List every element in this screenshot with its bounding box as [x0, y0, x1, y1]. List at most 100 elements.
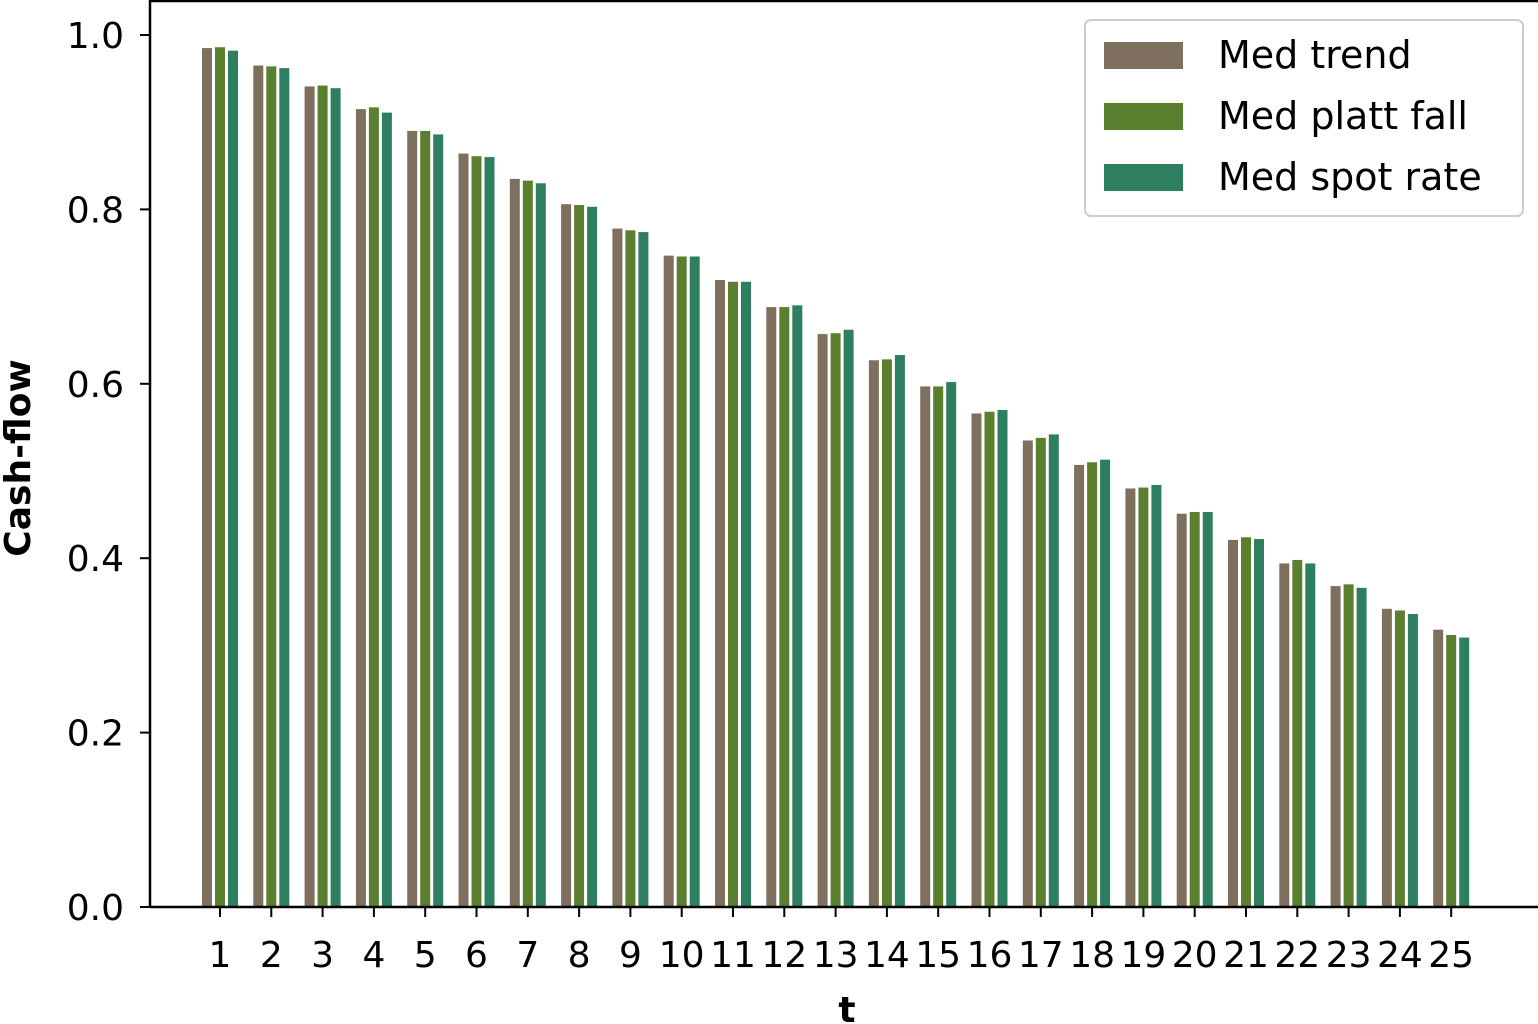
- bar-med-trend-t7: [509, 178, 520, 907]
- bar-med-spot-rate-t4: [381, 112, 392, 908]
- bar-med-trend-t1: [202, 48, 212, 907]
- bar-med-trend-t4: [355, 109, 366, 908]
- x-tick-label: 20: [1172, 935, 1218, 976]
- y-tick-label: 0.0: [67, 888, 124, 929]
- bar-med-spot-rate-t5: [433, 134, 444, 907]
- x-tick-label: 17: [1018, 935, 1064, 976]
- bar-med-spot-rate-t2: [279, 68, 290, 907]
- bar-med-trend-t17: [1022, 440, 1033, 907]
- bar-med-platt-fall-t23: [1343, 584, 1354, 907]
- bar-med-spot-rate-t1: [228, 50, 238, 907]
- bar-med-trend-t12: [766, 307, 777, 907]
- bar-med-platt-fall-t5: [420, 130, 431, 908]
- bar-med-platt-fall-t16: [984, 411, 995, 907]
- bar-med-trend-t2: [253, 65, 264, 907]
- axes-layer: [148, 0, 1538, 909]
- bar-med-spot-rate-t12: [792, 305, 803, 907]
- bar-med-platt-fall-t8: [574, 205, 585, 908]
- bar-med-platt-fall-t12: [779, 307, 790, 907]
- x-axis-label: t: [838, 990, 855, 1024]
- bar-med-trend-t9: [612, 228, 623, 907]
- bar-med-trend-t5: [407, 130, 418, 908]
- bar-med-platt-fall-t24: [1394, 610, 1405, 907]
- y-tick-label: 0.2: [67, 714, 124, 755]
- x-tick-label: 4: [362, 935, 385, 976]
- bar-med-spot-rate-t7: [535, 183, 546, 908]
- bar-med-spot-rate-t25: [1459, 637, 1470, 907]
- bar-med-trend-t6: [458, 153, 469, 908]
- x-tick-label: 16: [967, 935, 1013, 976]
- bar-med-platt-fall-t11: [728, 281, 738, 907]
- bar-med-platt-fall-t21: [1241, 537, 1251, 907]
- bar-med-trend-t20: [1176, 513, 1187, 907]
- bar-med-spot-rate-t21: [1254, 539, 1264, 907]
- x-tick-label: 13: [813, 935, 859, 976]
- x-tick-label: 24: [1377, 935, 1423, 976]
- bar-med-platt-fall-t20: [1189, 511, 1200, 907]
- x-ticks: 1 2 3 4 5 6 7 8 9 10 11 12 13 14 15 16 17 18 19 20 21 22 23 24 2…: [209, 907, 1474, 976]
- bar-med-trend-t24: [1381, 608, 1392, 907]
- bar-med-platt-fall-t1: [215, 47, 225, 907]
- x-tick-label: 11: [710, 935, 756, 976]
- bar-med-platt-fall-t2: [266, 66, 277, 907]
- bar-med-spot-rate-t14: [894, 355, 905, 907]
- bar-med-platt-fall-t4: [368, 107, 379, 907]
- x-tick-label: 3: [311, 935, 334, 976]
- bar-med-platt-fall-t19: [1138, 487, 1149, 907]
- bar-med-spot-rate-t3: [330, 88, 341, 907]
- y-tick-label: 0.8: [67, 190, 124, 231]
- legend-swatch: [1104, 42, 1183, 69]
- bar-med-trend-t22: [1279, 563, 1290, 907]
- bar-med-platt-fall-t15: [933, 386, 944, 907]
- bar-med-spot-rate-t13: [843, 329, 854, 907]
- bar-med-platt-fall-t13: [830, 333, 841, 908]
- bar-med-platt-fall-t17: [1035, 437, 1046, 907]
- bar-med-spot-rate-t8: [587, 206, 598, 907]
- legend-label: Med trend: [1218, 33, 1412, 77]
- bar-med-trend-t19: [1125, 488, 1136, 907]
- legend: Med trend Med platt fall Med spot rate: [1084, 19, 1524, 217]
- bar-med-platt-fall-t6: [471, 156, 482, 907]
- bar-med-trend-t21: [1228, 539, 1238, 907]
- x-tick-label: 18: [1069, 935, 1115, 976]
- bar-med-trend-t18: [1074, 464, 1085, 907]
- x-tick-label: 7: [516, 935, 539, 976]
- x-tick-label: 19: [1120, 935, 1166, 976]
- bar-med-trend-t15: [920, 386, 931, 907]
- bar-med-platt-fall-t10: [676, 256, 687, 907]
- x-tick-label: 8: [568, 935, 591, 976]
- bar-med-platt-fall-t22: [1292, 559, 1303, 907]
- bar-med-spot-rate-t11: [741, 281, 751, 907]
- y-axis-label: Cash-flow: [0, 359, 39, 556]
- x-tick-label: 5: [414, 935, 437, 976]
- bar-med-platt-fall-t25: [1446, 634, 1457, 907]
- bar-med-spot-rate-t20: [1202, 511, 1213, 907]
- x-tick-label: 15: [915, 935, 961, 976]
- bar-med-spot-rate-t24: [1407, 614, 1418, 907]
- x-tick-label: 10: [659, 935, 705, 976]
- y-tick-label: 0.6: [67, 365, 124, 406]
- x-tick-label: 21: [1223, 935, 1269, 976]
- x-tick-label: 2: [260, 935, 283, 976]
- bar-med-spot-rate-t10: [689, 256, 700, 907]
- bar-med-platt-fall-t9: [625, 230, 636, 907]
- bar-med-trend-t25: [1433, 629, 1444, 907]
- bar-med-spot-rate-t16: [997, 409, 1008, 907]
- y-ticks: 0.0 0.2 0.4 0.6 0.8 1.0: [67, 16, 150, 929]
- bar-med-trend-t11: [715, 280, 725, 907]
- x-tick-label: 12: [761, 935, 807, 976]
- bar-med-trend-t8: [561, 204, 572, 908]
- bar-med-trend-t16: [971, 413, 982, 907]
- x-tick-label: 9: [619, 935, 642, 976]
- bar-med-spot-rate-t15: [946, 382, 957, 907]
- x-tick-label: 25: [1428, 935, 1474, 976]
- legend-swatch: [1104, 103, 1183, 130]
- bar-med-spot-rate-t19: [1151, 484, 1162, 907]
- y-tick-label: 1.0: [67, 16, 124, 57]
- bar-med-platt-fall-t18: [1087, 462, 1098, 907]
- bar-med-platt-fall-t14: [881, 359, 892, 907]
- bar-med-trend-t23: [1330, 586, 1341, 907]
- x-tick-label: 22: [1274, 935, 1320, 976]
- bar-med-trend-t10: [663, 255, 674, 907]
